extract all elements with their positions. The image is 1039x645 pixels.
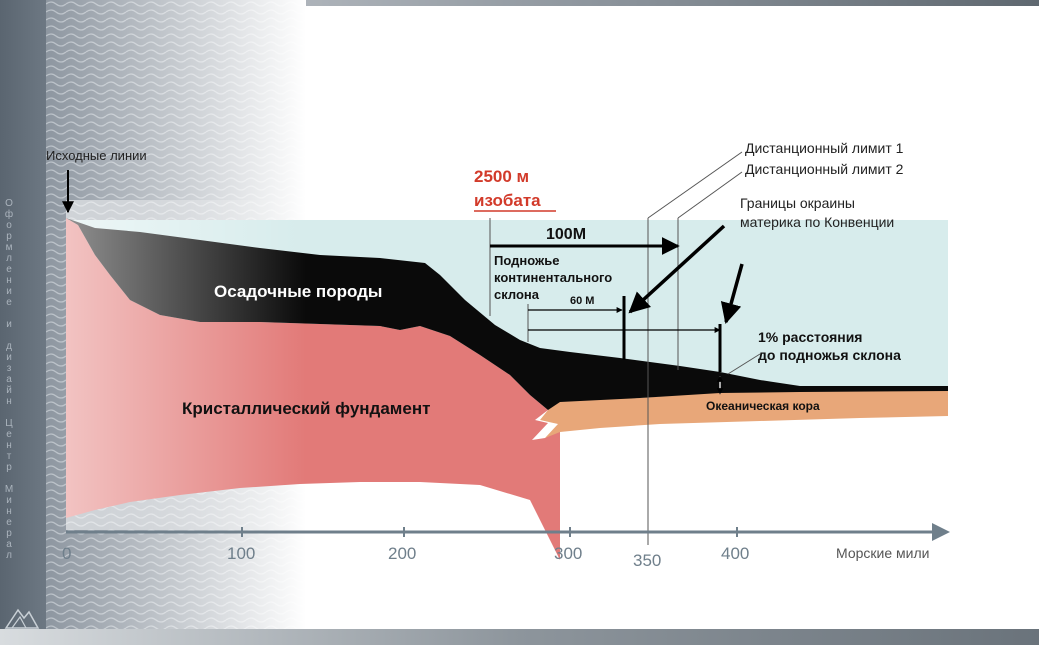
sidebar-vertical-char: р — [6, 462, 12, 473]
foot-label-1: Подножье — [494, 253, 559, 268]
sidebar-vertical-char: а — [6, 539, 12, 550]
sidebar-vertical-char: и — [6, 319, 12, 330]
sidebar-band — [0, 0, 46, 645]
label-100m: 100М — [546, 226, 586, 243]
x-axis-ticks — [241, 527, 738, 537]
x-axis-arrowhead — [932, 523, 950, 541]
tick-label-200: 200 — [388, 544, 416, 563]
foot-label-2: континентального — [494, 270, 612, 285]
leader-limit1 — [647, 151, 743, 219]
sidebar-vertical-char: Ц — [5, 418, 13, 429]
tick-label-300: 300 — [554, 544, 582, 563]
isobath-label-2: изобата — [474, 191, 541, 210]
limit1-label: Дистанционный лимит 1 — [745, 140, 904, 156]
tick-label-400: 400 — [721, 544, 749, 563]
boundaries-label-2: материка по Конвенции — [740, 214, 894, 230]
sidebar-vertical-char: д — [6, 341, 12, 352]
limit2-label: Дистанционный лимит 2 — [745, 161, 904, 177]
oceanic-crust-layer — [540, 389, 948, 438]
leader-limit2 — [677, 171, 743, 219]
sidebar-vertical-char: о — [6, 220, 12, 231]
label-60m: 60 М — [570, 295, 594, 307]
sidebar-vertical-char: е — [6, 297, 12, 308]
sidebar-vertical-char: л — [6, 253, 12, 264]
axis-unit-label: Морские мили — [836, 545, 929, 561]
oceanic-crust-label: Океаническая кора — [706, 399, 820, 413]
sidebar-vertical-char: р — [6, 231, 12, 242]
sidebar-vertical-char: т — [6, 451, 12, 462]
sidebar-vertical-char: е — [6, 429, 12, 440]
sidebar-vertical-char: н — [6, 396, 12, 407]
sidebar-vertical-char: л — [6, 550, 12, 561]
sidebar-vertical-char: р — [6, 528, 12, 539]
sidebar-vertical-char: н — [6, 275, 12, 286]
top-decor-bar — [0, 0, 1039, 6]
foot-label-3: склона — [494, 287, 540, 302]
pct-label-1: 1% расстояния — [758, 329, 862, 345]
sidebar-vertical-char: О — [5, 198, 13, 209]
sediments-label: Осадочные породы — [214, 282, 382, 301]
tick-label-350: 350 — [633, 551, 661, 570]
isobath-label-1: 2500 м — [474, 167, 529, 186]
sidebar-vertical-char: н — [6, 440, 12, 451]
sidebar-vertical-char: е — [6, 264, 12, 275]
basement-label: Кристаллический фундамент — [182, 399, 430, 418]
sidebar-vertical-char: з — [6, 363, 12, 374]
tick-label-100: 100 — [227, 544, 255, 563]
sidebar-vertical-char: и — [6, 352, 12, 363]
boundary-arrow-1 — [628, 224, 726, 314]
sidebar-vertical-char: м — [5, 242, 13, 253]
logo-icon — [4, 608, 40, 629]
sidebar-vertical-char: й — [6, 385, 12, 396]
sidebar-vertical-char: а — [6, 374, 12, 385]
sidebar-vertical-char: М — [4, 484, 14, 495]
sidebar-vertical-char: е — [6, 517, 12, 528]
pct-label-2: до подножья склона — [758, 347, 901, 363]
boundary-arrow-2 — [720, 263, 744, 325]
tick-label-0: 0 — [62, 544, 71, 563]
sidebar-vertical-char: н — [6, 506, 12, 517]
boundaries-label-1: Границы окраины — [740, 195, 855, 211]
baselines-label: Исходные линии — [46, 148, 147, 163]
bottom-decor-bar — [0, 629, 1039, 645]
pct-leader — [727, 353, 761, 375]
sidebar-vertical-char: ф — [4, 209, 14, 220]
sidebar-vertical-char: и — [6, 495, 12, 506]
sidebar-vertical-char: и — [6, 286, 12, 297]
